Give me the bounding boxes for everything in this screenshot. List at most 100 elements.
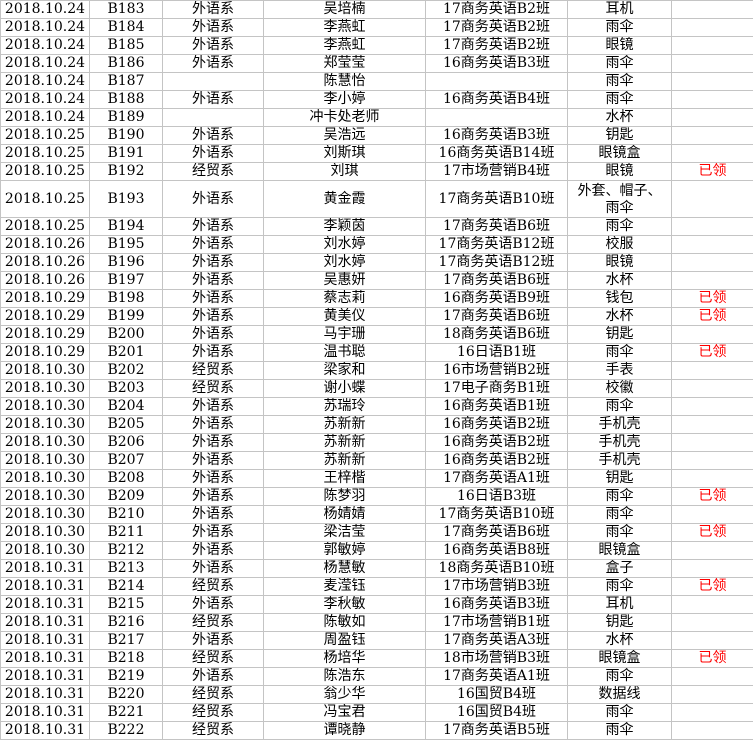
cell-date[interactable]: 2018.10.25: [1, 145, 90, 163]
cell-date[interactable]: 2018.10.24: [1, 55, 90, 73]
cell-name[interactable]: 杨慧敏: [264, 560, 426, 578]
cell-dept[interactable]: 外语系: [163, 326, 264, 344]
cell-name[interactable]: 陈浩东: [264, 668, 426, 686]
cell-item[interactable]: 钱包: [568, 290, 672, 308]
cell-status[interactable]: [672, 452, 753, 470]
cell-dept[interactable]: 外语系: [163, 218, 264, 236]
cell-name[interactable]: 谭晓静: [264, 722, 426, 740]
cell-name[interactable]: 郭敏婷: [264, 542, 426, 560]
cell-id[interactable]: B217: [90, 632, 163, 650]
cell-dept[interactable]: 外语系: [163, 290, 264, 308]
cell-dept[interactable]: 外语系: [163, 668, 264, 686]
cell-dept[interactable]: 经贸系: [163, 650, 264, 668]
cell-dept[interactable]: 外语系: [163, 254, 264, 272]
cell-id[interactable]: B208: [90, 470, 163, 488]
cell-date[interactable]: 2018.10.25: [1, 163, 90, 181]
cell-name[interactable]: 梁洁莹: [264, 524, 426, 542]
cell-date[interactable]: 2018.10.31: [1, 686, 90, 704]
cell-date[interactable]: 2018.10.26: [1, 272, 90, 290]
cell-item[interactable]: 雨伞: [568, 578, 672, 596]
cell-name[interactable]: 苏瑞玲: [264, 398, 426, 416]
cell-id[interactable]: B220: [90, 686, 163, 704]
cell-status[interactable]: [672, 686, 753, 704]
cell-status[interactable]: [672, 326, 753, 344]
cell-dept[interactable]: 外语系: [163, 560, 264, 578]
cell-id[interactable]: B200: [90, 326, 163, 344]
cell-date[interactable]: 2018.10.30: [1, 362, 90, 380]
cell-class[interactable]: 16日语B3班: [426, 488, 568, 506]
cell-status[interactable]: [672, 380, 753, 398]
cell-status[interactable]: [672, 560, 753, 578]
cell-dept[interactable]: 经贸系: [163, 614, 264, 632]
cell-date[interactable]: 2018.10.30: [1, 470, 90, 488]
cell-name[interactable]: 陈敏如: [264, 614, 426, 632]
cell-dept[interactable]: 经贸系: [163, 686, 264, 704]
cell-class[interactable]: 17商务英语B10班: [426, 506, 568, 524]
cell-name[interactable]: 杨培华: [264, 650, 426, 668]
cell-date[interactable]: 2018.10.26: [1, 236, 90, 254]
cell-item[interactable]: 耳机: [568, 596, 672, 614]
cell-item[interactable]: 钥匙: [568, 127, 672, 145]
cell-item[interactable]: 钥匙: [568, 614, 672, 632]
cell-status[interactable]: 已领: [672, 163, 753, 181]
cell-date[interactable]: 2018.10.29: [1, 326, 90, 344]
cell-item[interactable]: 钥匙: [568, 326, 672, 344]
cell-item[interactable]: 雨伞: [568, 91, 672, 109]
cell-status[interactable]: [672, 145, 753, 163]
cell-status[interactable]: 已领: [672, 344, 753, 362]
cell-id[interactable]: B203: [90, 380, 163, 398]
cell-item[interactable]: 雨伞: [568, 19, 672, 37]
cell-item[interactable]: 手机壳: [568, 434, 672, 452]
cell-dept[interactable]: 经贸系: [163, 704, 264, 722]
cell-item[interactable]: 水杯: [568, 109, 672, 127]
cell-class[interactable]: 16商务英语B8班: [426, 542, 568, 560]
cell-id[interactable]: B210: [90, 506, 163, 524]
cell-date[interactable]: 2018.10.31: [1, 650, 90, 668]
cell-dept[interactable]: 外语系: [163, 308, 264, 326]
cell-id[interactable]: B212: [90, 542, 163, 560]
cell-dept[interactable]: 外语系: [163, 127, 264, 145]
cell-status[interactable]: [672, 596, 753, 614]
cell-status[interactable]: [672, 73, 753, 91]
cell-item[interactable]: 钥匙: [568, 470, 672, 488]
cell-item[interactable]: 校服: [568, 236, 672, 254]
cell-date[interactable]: 2018.10.30: [1, 506, 90, 524]
cell-date[interactable]: 2018.10.29: [1, 344, 90, 362]
cell-date[interactable]: 2018.10.30: [1, 542, 90, 560]
cell-class[interactable]: 17商务英语B6班: [426, 218, 568, 236]
cell-date[interactable]: 2018.10.29: [1, 290, 90, 308]
cell-dept[interactable]: 外语系: [163, 344, 264, 362]
cell-status[interactable]: [672, 542, 753, 560]
cell-class[interactable]: 16商务英语B14班: [426, 145, 568, 163]
cell-dept[interactable]: 经贸系: [163, 578, 264, 596]
cell-item[interactable]: 眼镜盒: [568, 650, 672, 668]
cell-item[interactable]: 雨伞: [568, 704, 672, 722]
cell-dept[interactable]: 外语系: [163, 632, 264, 650]
cell-item[interactable]: 雨伞: [568, 506, 672, 524]
cell-dept[interactable]: 外语系: [163, 398, 264, 416]
cell-name[interactable]: 苏新新: [264, 434, 426, 452]
cell-item[interactable]: 外套、帽子、 雨伞: [568, 181, 672, 218]
cell-name[interactable]: 李秋敏: [264, 596, 426, 614]
cell-name[interactable]: 刘斯琪: [264, 145, 426, 163]
cell-name[interactable]: 李燕虹: [264, 37, 426, 55]
cell-class[interactable]: 17市场营销B1班: [426, 614, 568, 632]
cell-status[interactable]: 已领: [672, 650, 753, 668]
cell-id[interactable]: B187: [90, 73, 163, 91]
cell-date[interactable]: 2018.10.26: [1, 254, 90, 272]
cell-name[interactable]: 翁少华: [264, 686, 426, 704]
cell-item[interactable]: 水杯: [568, 272, 672, 290]
cell-status[interactable]: [672, 704, 753, 722]
cell-item[interactable]: 雨伞: [568, 218, 672, 236]
cell-dept[interactable]: 外语系: [163, 434, 264, 452]
cell-name[interactable]: 马宇珊: [264, 326, 426, 344]
cell-date[interactable]: 2018.10.31: [1, 632, 90, 650]
cell-class[interactable]: 18商务英语B10班: [426, 560, 568, 578]
cell-id[interactable]: B213: [90, 560, 163, 578]
cell-name[interactable]: 吴惠妍: [264, 272, 426, 290]
cell-item[interactable]: 眼镜盒: [568, 145, 672, 163]
cell-status[interactable]: [672, 37, 753, 55]
cell-class[interactable]: 17市场营销B3班: [426, 578, 568, 596]
cell-status[interactable]: 已领: [672, 488, 753, 506]
cell-dept[interactable]: 经贸系: [163, 722, 264, 740]
